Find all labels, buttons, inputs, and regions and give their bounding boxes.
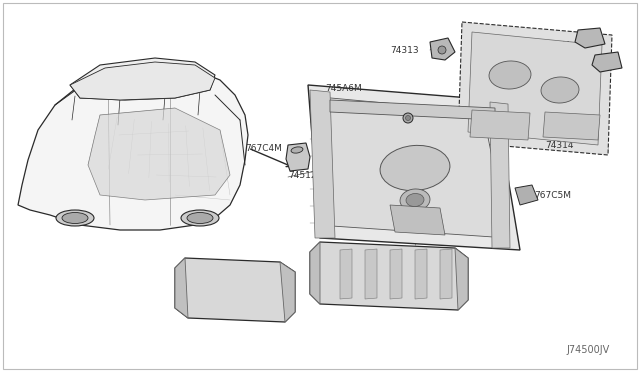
- Ellipse shape: [62, 212, 88, 224]
- Text: 74050A: 74050A: [365, 113, 400, 122]
- Polygon shape: [455, 248, 468, 310]
- Ellipse shape: [400, 189, 430, 211]
- Polygon shape: [415, 249, 427, 299]
- Polygon shape: [175, 258, 188, 318]
- Polygon shape: [330, 100, 495, 120]
- Polygon shape: [88, 108, 230, 200]
- Polygon shape: [390, 249, 402, 299]
- Text: 767C4M: 767C4M: [245, 144, 282, 153]
- Polygon shape: [310, 90, 335, 238]
- Ellipse shape: [56, 210, 94, 226]
- Polygon shape: [310, 242, 468, 310]
- Polygon shape: [458, 22, 612, 155]
- Text: 74512: 74512: [288, 170, 317, 180]
- Text: 745A1M: 745A1M: [548, 61, 585, 70]
- Ellipse shape: [291, 147, 303, 153]
- Text: 74313: 74313: [390, 45, 419, 55]
- Polygon shape: [70, 58, 215, 100]
- Polygon shape: [175, 258, 295, 322]
- Polygon shape: [365, 249, 377, 299]
- Ellipse shape: [187, 212, 213, 224]
- Text: 745P4N: 745P4N: [430, 280, 465, 289]
- Text: J74500JV: J74500JV: [567, 345, 610, 355]
- Ellipse shape: [403, 113, 413, 123]
- Ellipse shape: [181, 210, 219, 226]
- Ellipse shape: [406, 115, 410, 121]
- Polygon shape: [592, 52, 622, 72]
- Text: 75436P: 75436P: [463, 205, 497, 215]
- Polygon shape: [430, 38, 455, 60]
- Polygon shape: [543, 112, 600, 140]
- Text: 74544R: 74544R: [218, 301, 253, 310]
- Ellipse shape: [380, 145, 450, 190]
- Polygon shape: [18, 70, 248, 230]
- Polygon shape: [286, 143, 310, 171]
- Text: 74314: 74314: [545, 141, 573, 150]
- Polygon shape: [390, 205, 445, 235]
- Polygon shape: [70, 62, 215, 100]
- Ellipse shape: [541, 77, 579, 103]
- Ellipse shape: [406, 193, 424, 206]
- Ellipse shape: [438, 46, 446, 54]
- Text: 745A6M: 745A6M: [325, 83, 362, 93]
- Polygon shape: [575, 28, 605, 48]
- Polygon shape: [340, 249, 352, 299]
- Polygon shape: [310, 242, 320, 304]
- Polygon shape: [280, 262, 295, 322]
- Polygon shape: [515, 185, 538, 205]
- Polygon shape: [320, 97, 508, 238]
- Text: 745A9M: 745A9M: [533, 41, 570, 49]
- Text: 767C5M: 767C5M: [534, 190, 571, 199]
- Polygon shape: [490, 102, 510, 248]
- Polygon shape: [470, 110, 530, 140]
- Polygon shape: [468, 32, 602, 145]
- Polygon shape: [440, 249, 452, 299]
- Polygon shape: [308, 85, 520, 250]
- Ellipse shape: [489, 61, 531, 89]
